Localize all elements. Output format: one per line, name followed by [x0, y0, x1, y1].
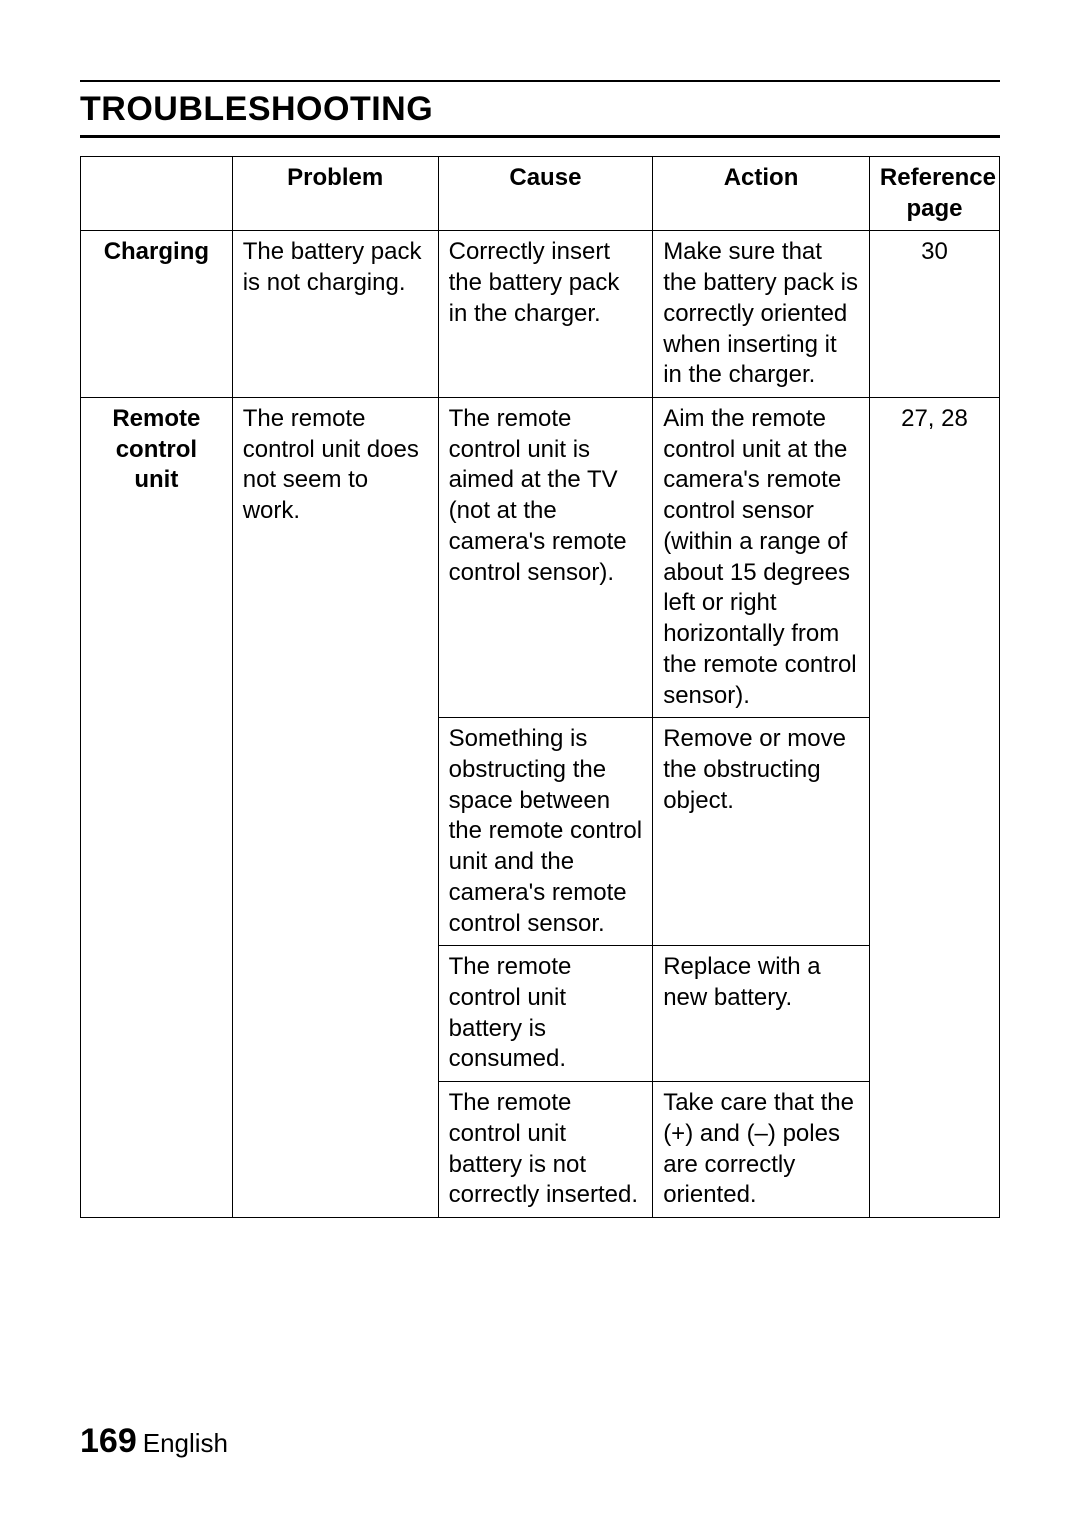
row-charging: Charging The battery pack is not chargin…: [81, 231, 1000, 398]
cell-remote-cause-2: Something is obstructing the space betwe…: [438, 718, 653, 946]
top-rule: [80, 80, 1000, 82]
cell-remote-cause-3: The remote control unit battery is consu…: [438, 946, 653, 1082]
header-problem: Problem: [232, 157, 438, 231]
cell-charging-action: Make sure that the battery pack is corre…: [653, 231, 870, 398]
cell-remote-action-4: Take care that the (+) and (–) poles are…: [653, 1082, 870, 1218]
cell-remote-action-1: Aim the remote control unit at the camer…: [653, 398, 870, 718]
cell-remote-problem: The remote control unit does not seem to…: [232, 398, 438, 1218]
cell-charging-cause: Correctly insert the battery pack in the…: [438, 231, 653, 398]
page-footer: 169English: [80, 1422, 228, 1461]
page-number: 169: [80, 1422, 137, 1460]
cell-remote-cause-4: The remote control unit battery is not c…: [438, 1082, 653, 1218]
rowlabel-remote: Remote control unit: [81, 398, 233, 1218]
header-blank: [81, 157, 233, 231]
cell-remote-ref: 27, 28: [869, 398, 999, 1218]
title-underline-rule: [80, 135, 1000, 138]
cell-charging-ref: 30: [869, 231, 999, 398]
header-action: Action: [653, 157, 870, 231]
page-title: TROUBLESHOOTING: [80, 90, 1000, 129]
manual-page: TROUBLESHOOTING Problem Cause Action Ref…: [0, 0, 1080, 1521]
cell-remote-action-2: Remove or move the obstructing object.: [653, 718, 870, 946]
cell-remote-cause-1: The remote control unit is aimed at the …: [438, 398, 653, 718]
header-reference: Reference page: [869, 157, 999, 231]
cell-remote-action-3: Replace with a new battery.: [653, 946, 870, 1082]
table-header-row: Problem Cause Action Reference page: [81, 157, 1000, 231]
row-remote-1: Remote control unit The remote control u…: [81, 398, 1000, 718]
page-language: English: [143, 1428, 228, 1458]
rowlabel-charging: Charging: [81, 231, 233, 398]
troubleshooting-table: Problem Cause Action Reference page Char…: [80, 156, 1000, 1218]
cell-charging-problem: The battery pack is not charging.: [232, 231, 438, 398]
header-cause: Cause: [438, 157, 653, 231]
